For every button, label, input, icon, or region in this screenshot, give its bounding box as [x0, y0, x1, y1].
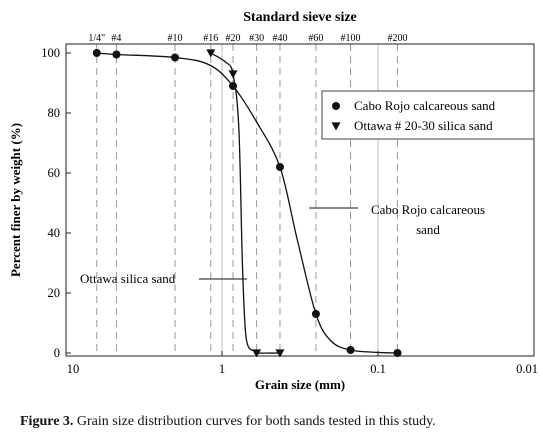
cabo-rojo-data-point: [311, 310, 320, 318]
sieve-label: #16: [203, 33, 218, 44]
sieve-label: #60: [308, 33, 323, 44]
y-tick-label: 80: [48, 106, 61, 120]
cabo-rojo-data-point: [92, 49, 101, 57]
y-tick-label: 100: [41, 46, 60, 60]
y-tick-label: 40: [48, 226, 61, 240]
sieve-label: #100: [341, 33, 361, 44]
cabo-rojo-data-point: [393, 349, 402, 357]
chart-title: Standard sieve size: [243, 10, 357, 25]
ottawa-data-point: [275, 349, 285, 358]
caption-text: Grain size distribution curves for both …: [73, 414, 436, 429]
sieve-layer: 1/4" #4 #10 #16 #20 #30 #40 #60 #100 #200: [88, 33, 407, 356]
x-tick-label: 10: [67, 362, 80, 376]
y-axis-label: Percent finer by weight (%): [8, 123, 23, 277]
cabo-rojo-data-point: [275, 163, 284, 171]
plot-frame: [65, 43, 535, 357]
cabo-rojo-annotation: sand: [416, 222, 440, 237]
ottawa-data-point: [252, 349, 262, 358]
cabo-rojo-data-point: [171, 53, 180, 62]
cabo-rojo-data-point: [229, 82, 238, 90]
legend-triangle-marker: [331, 122, 341, 131]
y-tick-label: 20: [48, 286, 61, 300]
y-tick-label: 60: [48, 166, 61, 180]
cabo-rojo-data-point: [346, 346, 355, 354]
marker-layer: [92, 49, 402, 358]
cabo-rojo-annotation: Cabo Rojo calcareous: [371, 202, 485, 217]
y-tick-layer: 0 20 40 60 80 100: [41, 46, 71, 360]
sieve-label: #30: [249, 33, 264, 44]
legend-circle-marker: [332, 102, 340, 110]
sieve-label: #4: [111, 33, 121, 44]
legend-box: [321, 90, 535, 140]
y-tick-label: 0: [54, 346, 60, 360]
figure-caption: Figure 3. Grain size distribution curves…: [20, 414, 535, 430]
x-tick-label: 0.01: [516, 362, 538, 376]
ottawa-data-point: [206, 49, 216, 58]
legend-entry-label: Cabo Rojo calcareous sand: [354, 98, 496, 113]
legend: Cabo Rojo calcareous sand Ottawa # 20-30 …: [321, 90, 535, 140]
x-tick-layer: 10 1 0.1 0.01: [65, 351, 538, 376]
sieve-label: #20: [226, 33, 241, 44]
x-tick-label: 1: [219, 362, 225, 376]
x-tick-label: 0.1: [370, 362, 386, 376]
sieve-label: 1/4": [88, 33, 105, 44]
annotation-layer: Cabo Rojo calcareous sand Ottawa silica sa…: [80, 202, 485, 286]
grain-size-chart: Standard sieve size 1/4" #4 #10 #16 #20 #30 #4…: [8, 10, 538, 392]
cabo-rojo-data-point: [112, 50, 121, 59]
x-axis-label: Grain size (mm): [255, 377, 345, 392]
ottawa-data-point: [228, 70, 238, 79]
sieve-label: #200: [387, 33, 407, 44]
ottawa-annotation: Ottawa silica sand: [80, 271, 176, 286]
series-line-ottawa: [210, 52, 280, 354]
figure-label: Figure 3.: [20, 414, 74, 429]
sieve-label: #10: [168, 33, 183, 44]
legend-entry-label: Ottawa # 20-30 silica sand: [354, 118, 493, 133]
sieve-label: #40: [272, 33, 287, 44]
